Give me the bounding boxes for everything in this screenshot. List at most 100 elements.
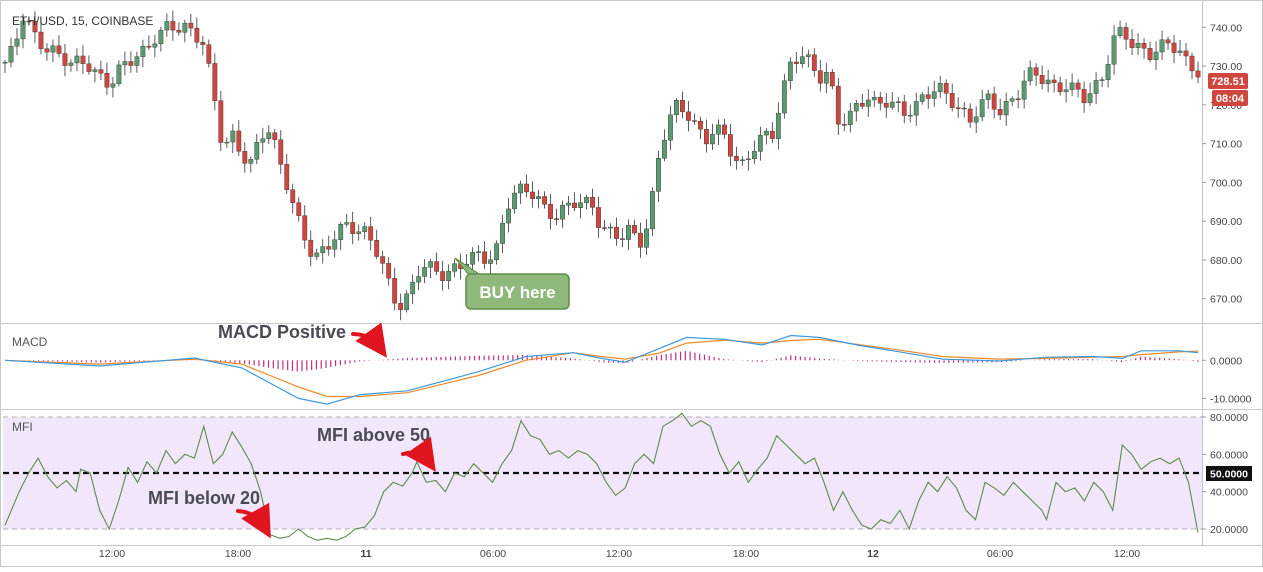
- candle: [1015, 89, 1021, 109]
- time-tick-label: 12: [867, 548, 879, 560]
- candle: [1009, 96, 1015, 107]
- candle-body-up: [332, 239, 338, 250]
- candle: [1189, 52, 1195, 80]
- candle: [404, 290, 410, 313]
- candle-body-up: [2, 61, 8, 64]
- candle: [991, 86, 997, 119]
- candle-body-up: [338, 224, 344, 240]
- buy-here-box: [465, 273, 570, 310]
- candle-body-up: [92, 69, 98, 72]
- candle-body-up: [512, 192, 517, 210]
- candle: [823, 63, 829, 94]
- candle-body-down: [859, 103, 865, 107]
- candle: [554, 208, 559, 226]
- candle: [727, 123, 733, 166]
- candle-body-up: [1153, 51, 1159, 60]
- candle: [979, 89, 985, 122]
- candle: [913, 92, 919, 126]
- candle-body-up: [644, 228, 649, 248]
- candle: [26, 16, 32, 26]
- candle: [62, 43, 68, 77]
- candle: [883, 92, 889, 118]
- candle: [901, 94, 907, 124]
- macd-positive-arrow: [351, 322, 387, 358]
- candle: [422, 259, 428, 284]
- candle-body-down: [1057, 82, 1063, 93]
- candle: [1051, 74, 1057, 93]
- candle-body-up: [662, 139, 667, 159]
- candle: [799, 46, 805, 68]
- candle-body-down: [440, 271, 446, 282]
- macd-histogram: [9, 350, 1199, 372]
- candle: [218, 90, 224, 152]
- candle-body-up: [122, 61, 128, 66]
- candle: [895, 97, 901, 113]
- candle: [344, 213, 350, 228]
- candle-body-down: [991, 93, 997, 110]
- candle-body-down: [86, 63, 92, 72]
- candle: [710, 123, 715, 150]
- candle: [152, 34, 158, 58]
- candle: [122, 51, 128, 76]
- candle: [20, 13, 26, 49]
- mfi-band: [3, 417, 1202, 529]
- candle: [350, 211, 356, 245]
- candle: [134, 51, 140, 73]
- candle: [973, 106, 979, 134]
- candle: [1003, 92, 1009, 126]
- candle: [566, 196, 571, 216]
- candle-body-down: [1183, 50, 1189, 57]
- mfi-axis-ticks: 80.0000 60.0000 40.0000 20.0000: [1202, 412, 1248, 536]
- candle: [787, 57, 793, 90]
- candle-body-down: [44, 48, 50, 53]
- candle: [188, 13, 194, 37]
- last-price-value: 728.51: [1211, 76, 1245, 88]
- candle: [1153, 41, 1159, 71]
- candle: [1081, 81, 1087, 113]
- candle-body-up: [1105, 64, 1111, 80]
- candle: [242, 142, 248, 173]
- candle: [781, 73, 787, 119]
- candle-body-up: [1135, 43, 1141, 48]
- candle: [1087, 82, 1093, 106]
- candle: [578, 193, 583, 219]
- candle-body-down: [386, 263, 392, 279]
- candle-body-up: [500, 222, 505, 244]
- candle-body-down: [368, 226, 374, 241]
- macd-line: [4, 334, 1199, 405]
- candle: [757, 126, 763, 161]
- candle-body-up: [787, 61, 793, 81]
- candle-body-up: [1159, 39, 1165, 53]
- candle-body-up: [1099, 79, 1105, 81]
- candle: [889, 92, 895, 110]
- candle-body-down: [1171, 42, 1177, 53]
- candle: [1057, 76, 1063, 96]
- candle: [1183, 43, 1189, 67]
- candle-body-down: [620, 238, 625, 240]
- candle-body-down: [176, 29, 182, 33]
- candle: [949, 83, 955, 112]
- mfi-tick-label: 40.0000: [1210, 487, 1248, 499]
- candle: [835, 77, 841, 135]
- candle-body-up: [1063, 89, 1069, 93]
- candle-body-up: [416, 276, 422, 283]
- candle-body-down: [200, 42, 206, 45]
- time-tick-label: 06:00: [480, 548, 506, 560]
- candle-body-down: [721, 124, 727, 135]
- candle-body-up: [230, 130, 236, 143]
- candle: [1099, 76, 1105, 88]
- candle-body-up: [668, 114, 673, 141]
- candle-body-down: [218, 100, 224, 143]
- candle-body-down: [817, 70, 823, 84]
- candle: [829, 69, 835, 90]
- candle-body-up: [937, 83, 943, 92]
- candle: [224, 137, 230, 149]
- mfi-above-50-arrow: [401, 436, 436, 472]
- candle-body-down: [1189, 55, 1195, 72]
- candle: [104, 62, 110, 95]
- candle-body-down: [680, 100, 685, 113]
- candle: [937, 75, 943, 98]
- candle-body-down: [308, 239, 314, 257]
